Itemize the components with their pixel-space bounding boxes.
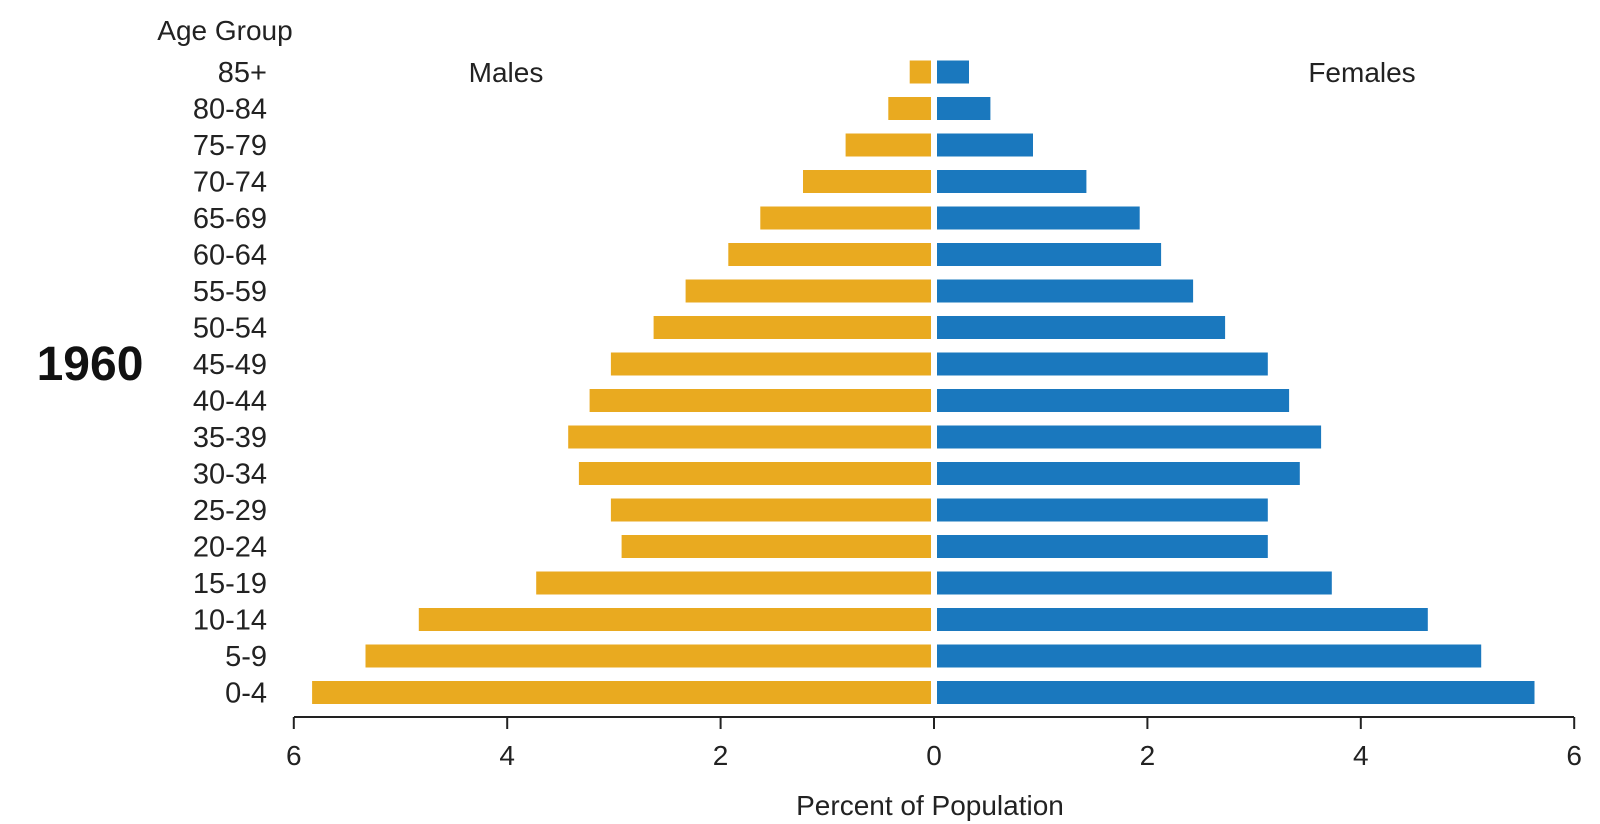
- x-ticks-group: 6 4 2 0 2 4 6: [286, 717, 1582, 771]
- bar-males-60-64: [728, 243, 931, 266]
- age-label-35-39: 35-39: [193, 422, 267, 454]
- age-label-75-79: 75-79: [193, 130, 267, 162]
- y-axis-title: Age Group: [157, 15, 292, 46]
- age-labels-group: 0-4 5-9 10-14 15-19 20-24 25-29 30-34 35-39 40-4…: [193, 57, 267, 710]
- bar-females-70-74: [937, 170, 1087, 193]
- bar-females-10-14: [937, 608, 1428, 631]
- bar-males-50-54: [653, 316, 931, 339]
- bar-females-50-54: [937, 316, 1226, 339]
- age-label-55-59: 55-59: [193, 276, 267, 308]
- x-tick-label: 6: [1566, 740, 1582, 771]
- x-tick-label: 2: [713, 740, 729, 771]
- bar-males-70-74: [803, 170, 931, 193]
- bar-males-75-79: [845, 133, 931, 157]
- bar-males-20-24: [621, 535, 931, 558]
- age-label-30-34: 30-34: [193, 459, 267, 491]
- bar-males-0-4: [312, 681, 932, 704]
- bar-females-35-39: [937, 425, 1322, 449]
- bar-females-65-69: [937, 206, 1140, 230]
- age-label-40-44: 40-44: [193, 386, 267, 418]
- x-tick-label: 0: [926, 740, 942, 771]
- x-tick-label: 4: [499, 740, 515, 771]
- bar-males-10-14: [418, 608, 931, 631]
- bar-males-80-84: [888, 97, 931, 120]
- bar-females-85+: [937, 60, 969, 84]
- age-label-10-14: 10-14: [193, 605, 267, 637]
- bar-females-25-29: [937, 498, 1268, 522]
- age-label-15-19: 15-19: [193, 568, 267, 600]
- x-tick-label: 6: [286, 740, 302, 771]
- x-axis-title: Percent of Population: [796, 790, 1064, 821]
- bar-males-40-44: [589, 389, 931, 412]
- age-label-50-54: 50-54: [193, 313, 267, 345]
- bar-males-85+: [909, 60, 931, 84]
- bar-females-60-64: [937, 243, 1162, 266]
- bar-males-65-69: [760, 206, 931, 230]
- bar-females-5-9: [937, 644, 1482, 668]
- bars-group: [312, 60, 1535, 704]
- x-tick-label: 4: [1353, 740, 1369, 771]
- females-series-label: Females: [1308, 57, 1415, 88]
- age-label-5-9: 5-9: [225, 641, 267, 673]
- males-series-label: Males: [469, 57, 544, 88]
- bar-females-55-59: [937, 279, 1194, 303]
- bar-males-45-49: [610, 352, 931, 376]
- bar-males-55-59: [685, 279, 931, 303]
- age-label-0-4: 0-4: [225, 678, 267, 710]
- bar-females-30-34: [937, 462, 1300, 485]
- age-label-60-64: 60-64: [193, 240, 267, 272]
- year-label: 1960: [37, 338, 144, 391]
- age-label-45-49: 45-49: [193, 349, 267, 381]
- bar-males-35-39: [568, 425, 931, 449]
- bar-males-25-29: [610, 498, 931, 522]
- bar-females-20-24: [937, 535, 1268, 558]
- bar-females-45-49: [937, 352, 1268, 376]
- age-label-85+: 85+: [218, 57, 267, 89]
- bar-females-80-84: [937, 97, 991, 120]
- bar-females-40-44: [937, 389, 1290, 412]
- bar-males-30-34: [578, 462, 931, 485]
- bar-males-15-19: [536, 571, 931, 595]
- x-tick-label: 2: [1140, 740, 1156, 771]
- bar-males-5-9: [365, 644, 931, 668]
- bar-females-0-4: [937, 681, 1535, 704]
- age-label-20-24: 20-24: [193, 532, 267, 564]
- age-label-65-69: 65-69: [193, 203, 267, 235]
- age-label-70-74: 70-74: [193, 167, 267, 199]
- bar-females-15-19: [937, 571, 1332, 595]
- age-label-25-29: 25-29: [193, 495, 267, 527]
- age-label-80-84: 80-84: [193, 94, 267, 126]
- bar-females-75-79: [937, 133, 1033, 157]
